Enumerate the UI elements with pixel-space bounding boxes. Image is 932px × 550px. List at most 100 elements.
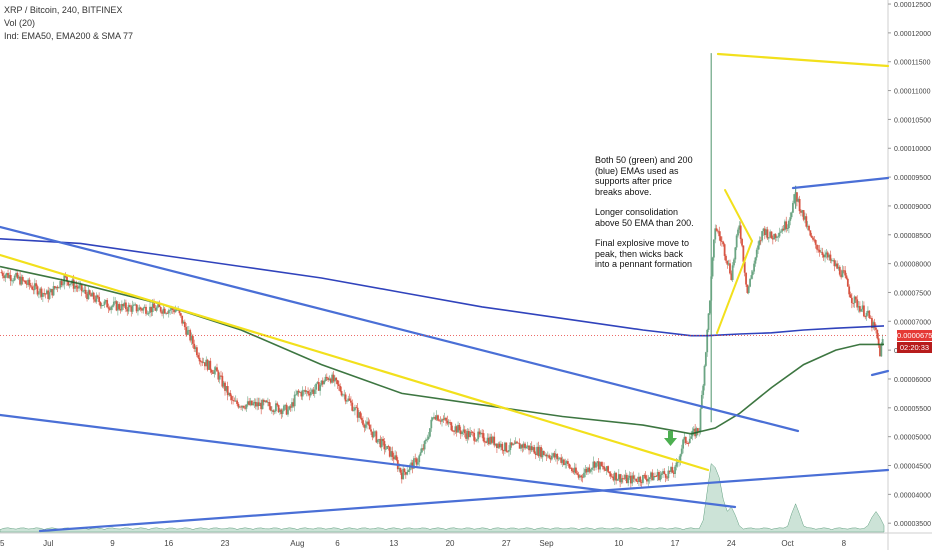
candle-body	[44, 293, 47, 295]
candle-body	[74, 285, 76, 289]
candle-body	[611, 476, 614, 478]
candle-body	[414, 458, 417, 460]
candle-body	[331, 374, 334, 383]
candle-body	[715, 228, 718, 231]
candle-body	[336, 380, 339, 385]
note-paragraph-3: Final explosive move to peak, then wicks…	[595, 238, 693, 269]
candle-body	[354, 407, 356, 411]
candle-body	[738, 225, 741, 230]
candle-body	[735, 235, 738, 248]
candle-body	[158, 304, 161, 308]
candle-body	[877, 338, 880, 346]
candle-body	[683, 436, 686, 440]
candle-body	[370, 429, 372, 432]
candle-body	[541, 450, 544, 458]
candle-body	[277, 405, 280, 413]
x-tick-label: 24	[727, 539, 736, 548]
candle-body	[67, 281, 70, 286]
candle-body	[339, 386, 342, 392]
candle-body	[485, 442, 488, 444]
candle-body	[651, 472, 654, 481]
candle-body	[367, 421, 370, 425]
candle-body	[375, 431, 378, 443]
candle-body	[206, 359, 209, 370]
y-tick-label: 0.00011000	[894, 89, 931, 96]
x-tick-label: Oct	[781, 539, 794, 548]
candle-body	[796, 192, 798, 202]
candle-body	[422, 448, 425, 450]
candle-body	[496, 443, 498, 448]
candle-body	[553, 453, 556, 458]
candle-body	[814, 240, 817, 245]
candle-body	[509, 442, 512, 451]
candle-body	[383, 441, 386, 450]
candle-body	[11, 280, 13, 282]
candle-body	[455, 426, 458, 433]
candle-body	[632, 475, 635, 479]
candle-body	[72, 279, 75, 289]
candle-body	[103, 301, 106, 306]
candle-body	[185, 327, 188, 335]
candle-body	[308, 393, 311, 396]
candle-body	[28, 279, 31, 286]
candle-body	[538, 447, 541, 457]
candle-body	[802, 210, 805, 220]
candle-body	[238, 406, 241, 408]
candle-body	[838, 266, 841, 275]
candle-body	[757, 245, 759, 250]
candle-body	[743, 261, 746, 273]
candle-body	[70, 283, 72, 285]
candle-body	[398, 467, 401, 470]
candle-body	[797, 198, 800, 202]
candle-body	[337, 384, 340, 387]
candle-body	[525, 446, 528, 449]
candle-body	[402, 468, 405, 480]
candle-body	[785, 221, 788, 230]
candle-body	[856, 299, 859, 308]
candle-body	[751, 271, 754, 276]
candle-body	[512, 443, 514, 446]
candle-body	[617, 474, 620, 480]
candle-body	[497, 443, 500, 448]
note-paragraph-1: Both 50 (green) and 200 (blue) EMAs used…	[595, 155, 693, 197]
candle-body	[774, 233, 777, 238]
candle-body	[120, 304, 123, 311]
trendline-blue-support	[38, 468, 890, 533]
candle-body	[650, 472, 652, 478]
y-tick-label: 0.00012000	[894, 31, 931, 38]
candle-body	[668, 470, 671, 472]
candle-body	[137, 310, 139, 312]
candle-body	[834, 263, 837, 267]
candle-body	[252, 403, 255, 406]
candle-body	[99, 301, 102, 307]
candle-body	[674, 466, 676, 474]
y-tick-label: 0.00010500	[894, 117, 931, 124]
candle-body	[356, 407, 359, 418]
candle-body	[597, 461, 600, 470]
candle-body	[759, 240, 762, 242]
candle-body	[246, 401, 249, 405]
candle-body	[429, 428, 431, 437]
candle-body	[647, 478, 650, 482]
candle-body	[234, 400, 237, 402]
candle-body	[627, 477, 630, 484]
candle-body	[699, 408, 702, 432]
candle-body	[186, 330, 189, 335]
candle-body	[19, 276, 21, 285]
candle-body	[739, 225, 742, 239]
candle-body	[603, 466, 605, 470]
candle-body	[521, 444, 524, 448]
trendline-blue-resistance	[791, 176, 890, 190]
candle-body	[323, 381, 326, 385]
candle-body	[125, 302, 127, 310]
candle-body	[237, 403, 240, 408]
candle-body	[364, 424, 367, 428]
candle-body	[328, 378, 331, 381]
candle-body	[324, 376, 327, 382]
candle-body	[766, 229, 769, 239]
candle-body	[753, 263, 755, 272]
candle-body	[100, 305, 103, 307]
candle-body	[309, 392, 312, 396]
candle-body	[360, 417, 363, 421]
